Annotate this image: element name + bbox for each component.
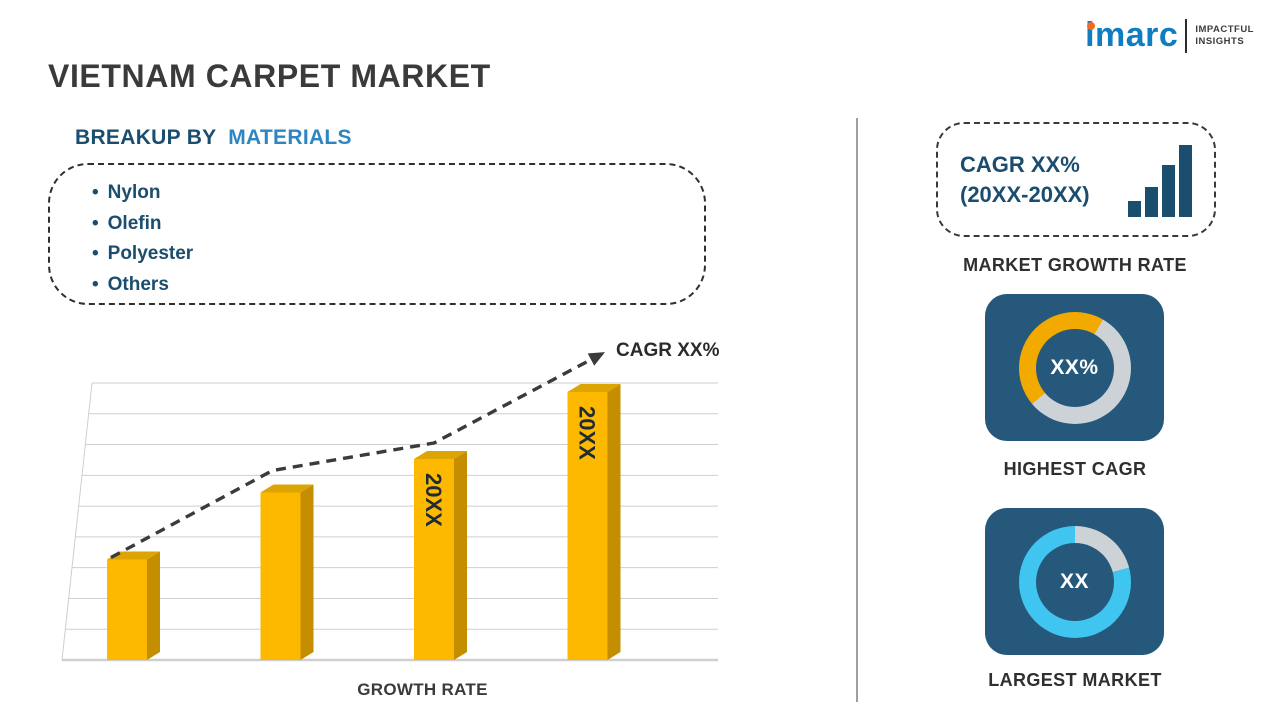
bar-chart-icon: [1128, 143, 1192, 217]
growth-box-cagr: CAGR XX%: [960, 151, 1080, 177]
material-item: • Polyester: [92, 239, 704, 270]
bullet-icon: •: [92, 273, 99, 295]
market-growth-rate-label: MARKET GROWTH RATE: [963, 255, 1187, 275]
bullet-icon: •: [92, 243, 99, 264]
largest-market-card: XX: [985, 508, 1164, 655]
bullet-icon: •: [92, 212, 99, 234]
logo-tagline-line1: IMPACTFUL: [1195, 23, 1254, 35]
material-label: Nylon: [107, 182, 161, 203]
logo-brand-text: imarc: [1085, 16, 1179, 54]
growth-box-text: CAGR XX% (20XX-20XX): [960, 150, 1090, 210]
logo-tagline-line2: INSIGHTS: [1195, 35, 1245, 47]
material-label: Others: [107, 273, 169, 295]
highest-cagr-label: HIGHEST CAGR: [1003, 459, 1147, 479]
breakup-heading: BREAKUP BY MATERIALS: [75, 126, 352, 150]
breakup-label: BREAKUP BY: [75, 126, 217, 149]
logo-brand-wrap: imarc: [1085, 16, 1178, 55]
material-item: • Others: [92, 270, 704, 301]
largest-market-value: XX: [1059, 569, 1089, 593]
svg-text:20XX: 20XX: [575, 406, 600, 460]
highest-cagr-card: XX%: [985, 294, 1164, 441]
logo-orange-dot-icon: [1087, 22, 1096, 30]
materials-list: • Nylon • Olefin • Polyester • Others: [50, 165, 704, 300]
bullet-icon: •: [92, 182, 99, 203]
highest-cagr-donut-icon: XX%: [1018, 311, 1131, 424]
donut-hole: XX%: [1035, 328, 1114, 407]
material-item: • Olefin: [92, 209, 704, 240]
material-label: Polyester: [107, 243, 194, 264]
material-label: Olefin: [107, 212, 162, 234]
vertical-divider: [856, 118, 858, 702]
logo-tagline: IMPACTFUL INSIGHTS: [1195, 24, 1254, 48]
page-title: VIETNAM CARPET MARKET: [48, 58, 491, 94]
growth-chart: 20XX 20XX CAGR XX% GROWTH RATE: [50, 336, 740, 699]
svg-text:20XX: 20XX: [421, 473, 446, 527]
largest-market-donut-icon: XX: [1018, 525, 1131, 638]
materials-box: • Nylon • Olefin • Polyester • Others: [48, 163, 706, 305]
logo-divider: [1185, 18, 1188, 53]
material-item: • Nylon: [92, 178, 704, 209]
imarc-logo: imarc IMPACTFUL INSIGHTS: [1085, 16, 1254, 55]
chart-cagr-annotation: CAGR XX%: [616, 340, 720, 361]
market-growth-box: CAGR XX% (20XX-20XX): [936, 122, 1216, 237]
growth-bar-chart-svg: 20XX 20XX: [61, 352, 718, 662]
largest-market-label: LARGEST MARKET: [988, 670, 1162, 690]
highest-cagr-value: XX%: [1050, 355, 1099, 379]
chart-x-label: GROWTH RATE: [357, 680, 488, 699]
donut-hole: XX: [1035, 542, 1114, 621]
growth-box-period: (20XX-20XX): [960, 181, 1090, 207]
breakup-highlight: MATERIALS: [228, 126, 352, 149]
